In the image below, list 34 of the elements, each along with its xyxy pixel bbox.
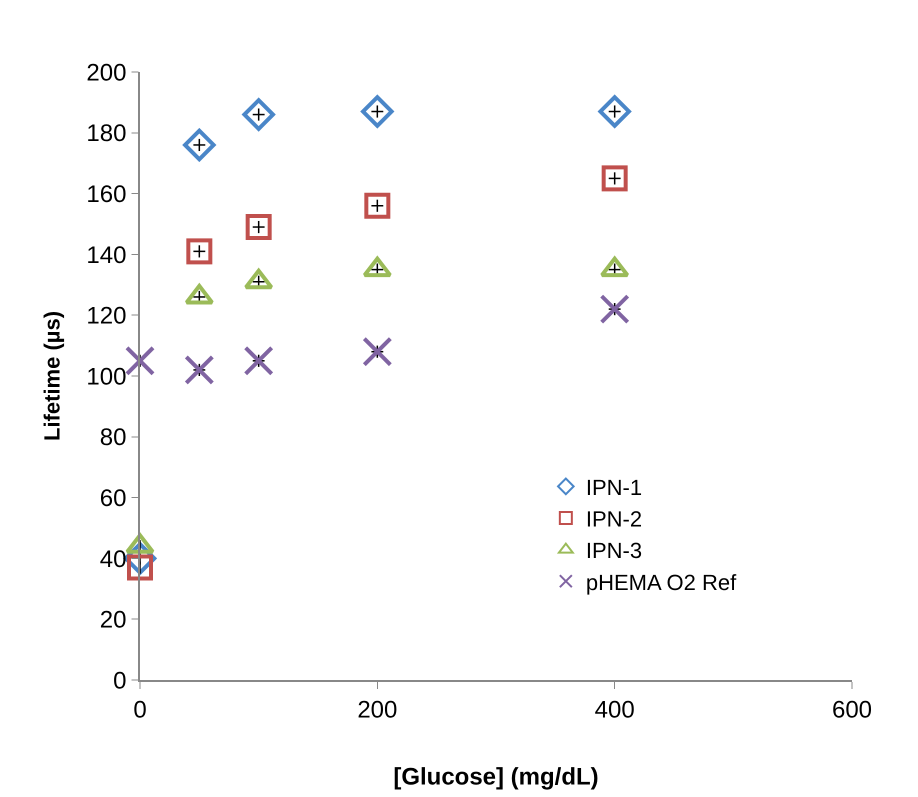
y-tick-label: 40 — [100, 546, 126, 573]
x-tick-label: 200 — [357, 696, 398, 724]
point — [184, 354, 214, 385]
y-tick-label: 160 — [86, 181, 126, 208]
point — [186, 238, 212, 264]
point — [364, 192, 390, 219]
x-tick-label: 600 — [832, 696, 872, 724]
point — [242, 98, 275, 131]
y-tick-label: 20 — [100, 606, 126, 634]
y-tick-label: 100 — [86, 363, 126, 390]
y-tick-label: 0 — [113, 667, 126, 694]
point — [602, 165, 628, 192]
point — [362, 336, 392, 367]
point — [125, 346, 155, 376]
point — [246, 214, 272, 240]
y-tick-label: 120 — [86, 302, 126, 330]
point — [361, 95, 394, 128]
y-tick-label: 140 — [86, 242, 126, 269]
y-tick-label: 180 — [86, 120, 126, 148]
x-tick-label: 400 — [594, 696, 635, 724]
x-axis-title: [Glucose] (mg/dL) — [393, 763, 599, 790]
y-tick-label: 200 — [86, 59, 126, 86]
x-tick-label: 0 — [133, 696, 147, 724]
point — [244, 346, 274, 376]
legend-label: IPN-1 — [586, 474, 642, 500]
point — [598, 95, 631, 128]
y-tick-label: 80 — [100, 424, 126, 452]
legend-label: IPN-2 — [586, 506, 642, 532]
y-axis-title: Lifetime (µs) — [40, 310, 65, 442]
legend-label: pHEMA O2 Ref — [586, 570, 738, 595]
point — [183, 128, 216, 162]
point — [600, 294, 630, 324]
y-tick-label: 60 — [100, 485, 126, 512]
legend-label: IPN-3 — [586, 538, 642, 564]
